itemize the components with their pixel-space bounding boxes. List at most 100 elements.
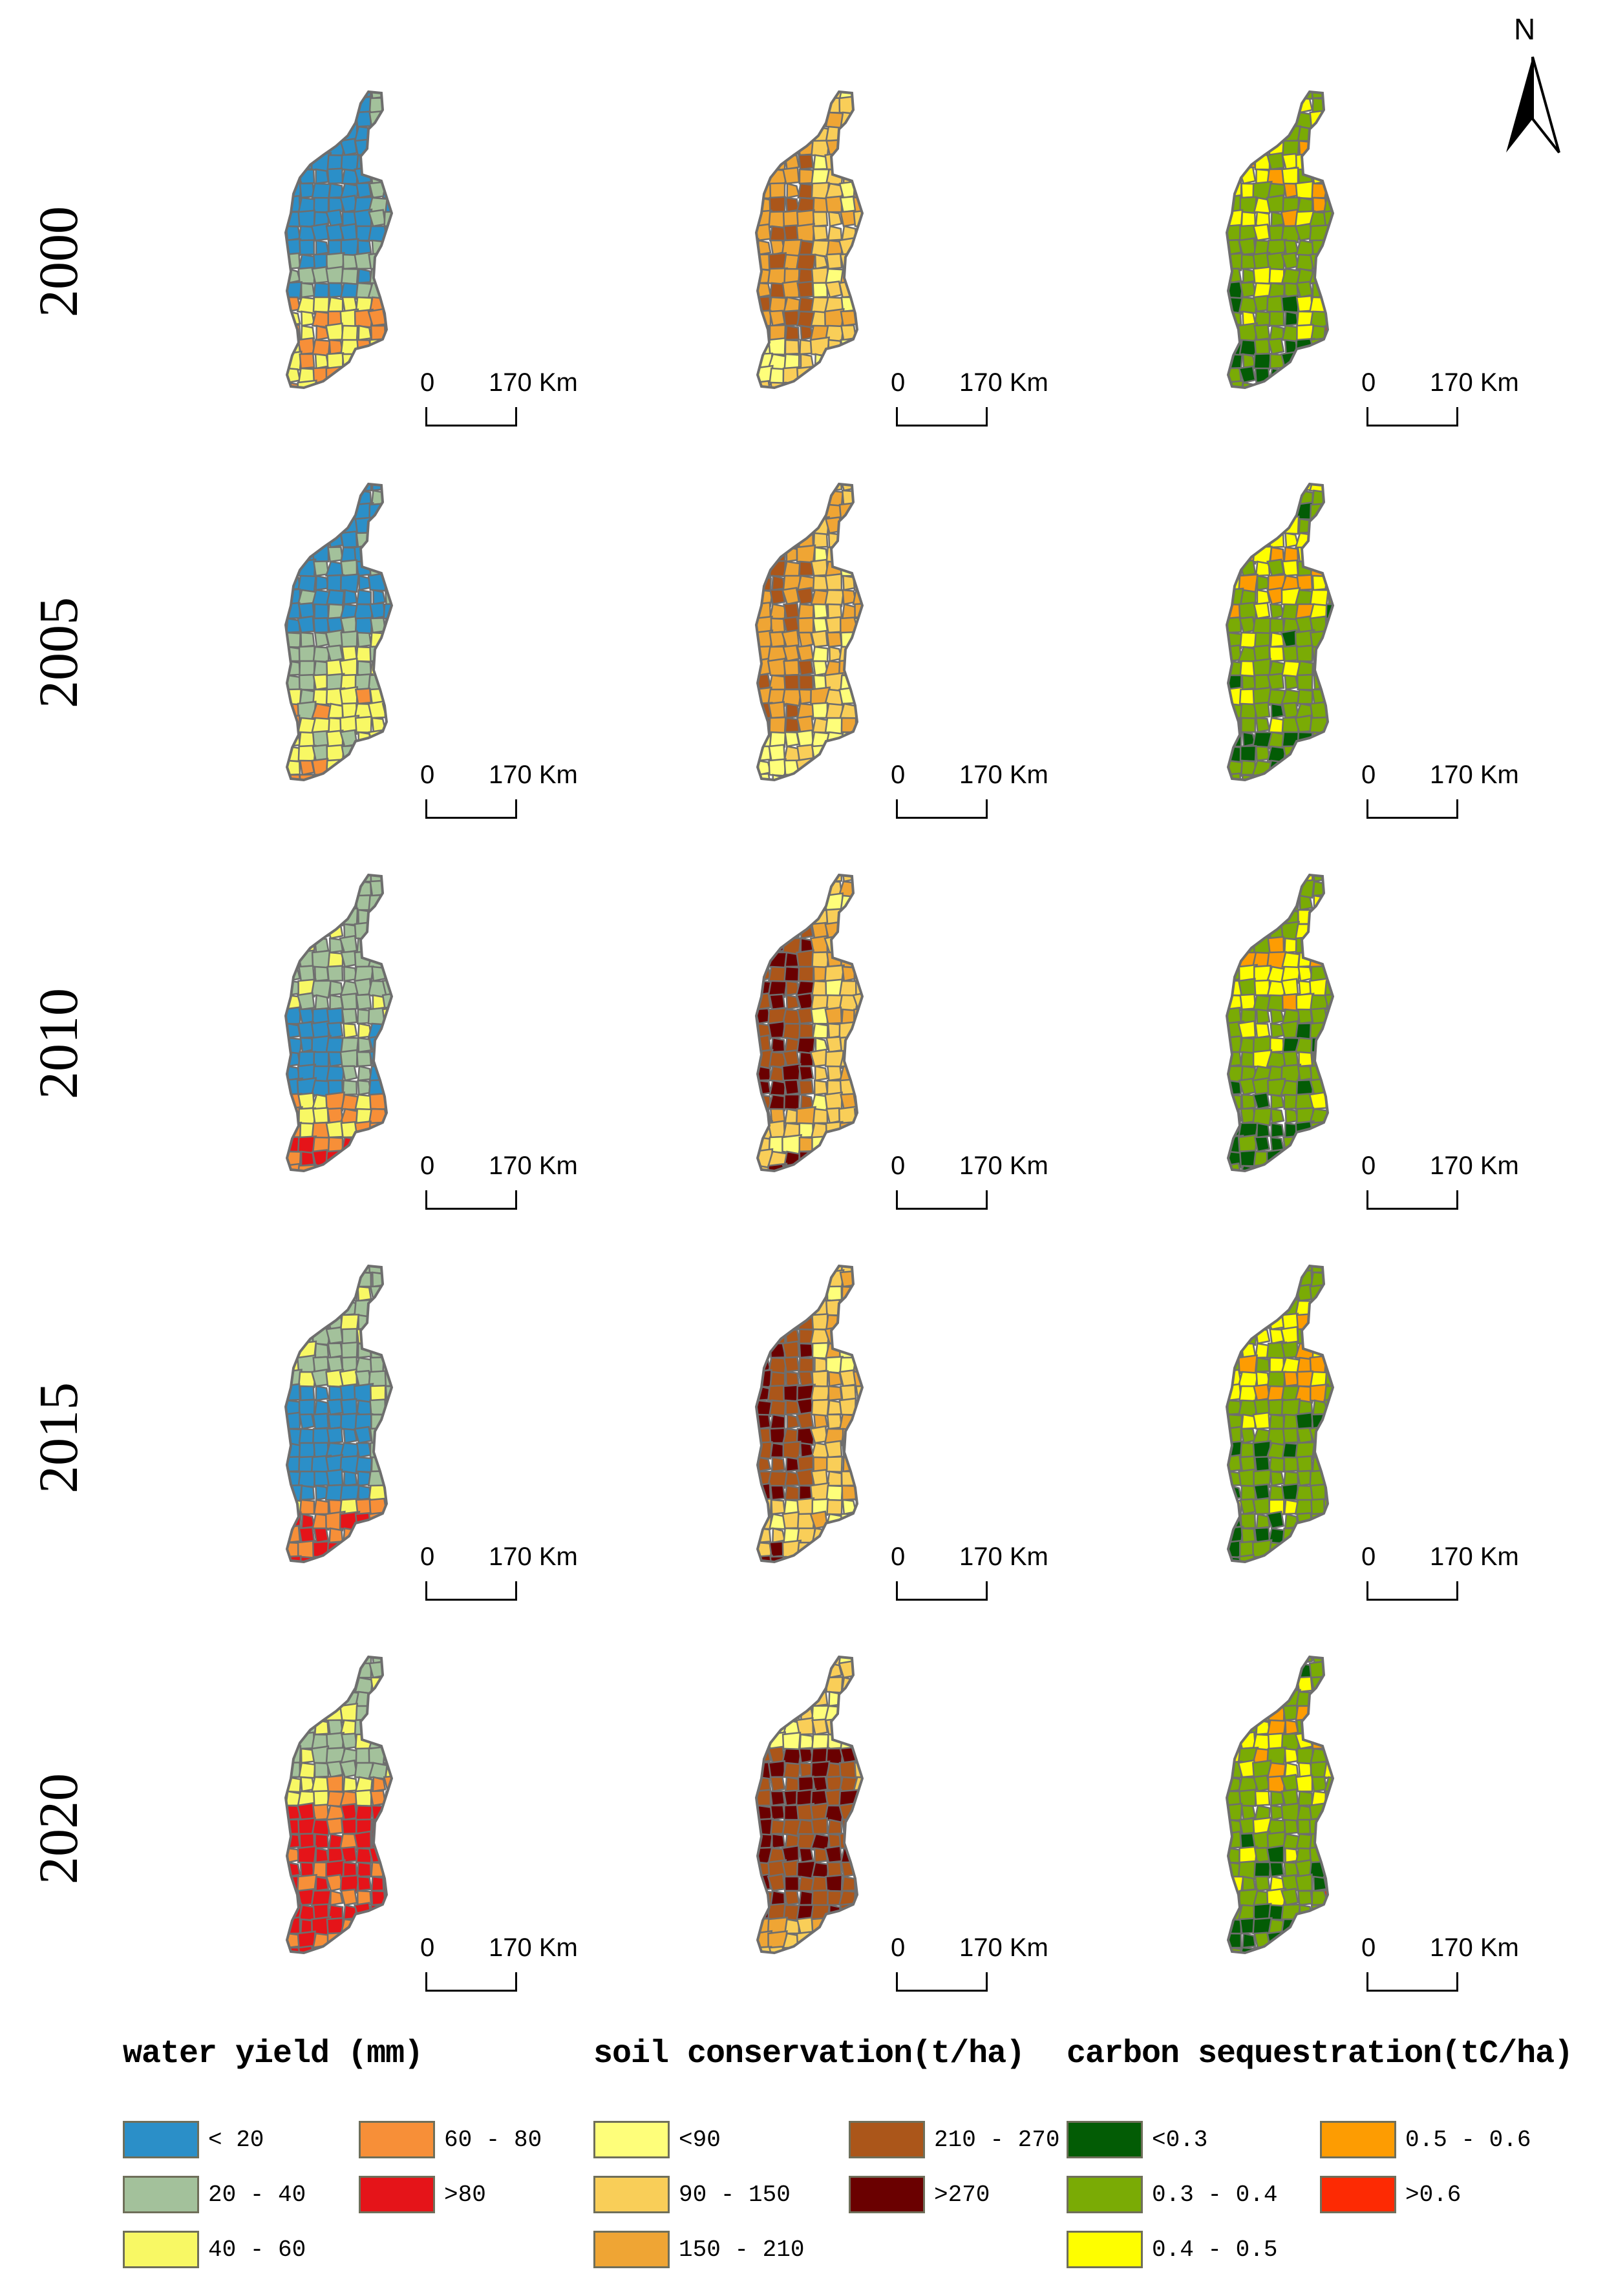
scale-bar-line	[896, 407, 988, 427]
scale-bar-line	[425, 799, 517, 819]
legend-swatch	[1320, 2176, 1396, 2213]
scale-bar-line	[1366, 1972, 1458, 1992]
scale-bar: 0 170 Km	[1361, 761, 1555, 832]
scale-end-label: 170 Km	[489, 1152, 578, 1180]
scale-end-label: 170 Km	[959, 1543, 1048, 1571]
legend-item: <0.3	[1067, 2121, 1207, 2158]
legend-swatch	[359, 2121, 435, 2158]
scale-start-label: 0	[420, 368, 435, 397]
map-carbon-sequestration-2015	[1213, 1258, 1407, 1568]
choropleth-map	[754, 90, 864, 390]
legend-carbon-sequestration: carbon sequestration(tC/ha) <0.3 0.3 - 0…	[1067, 2036, 1603, 2268]
map-carbon-sequestration-2010	[1213, 867, 1407, 1177]
scale-bar: 0 170 Km	[891, 1152, 1085, 1223]
map-water-yield-2000	[271, 84, 465, 394]
year-label-2005: 2005	[27, 597, 89, 708]
scale-start-label: 0	[420, 761, 435, 789]
scale-bar: 0 170 Km	[891, 368, 1085, 439]
scale-end-label: 170 Km	[489, 1933, 578, 1962]
scale-start-label: 0	[420, 1152, 435, 1180]
scale-bar: 0 170 Km	[420, 1933, 614, 2005]
scale-start-label: 0	[891, 1543, 906, 1571]
legend-item: 150 - 210	[593, 2231, 804, 2268]
scale-bar-line	[896, 1581, 988, 1601]
scale-bar-line	[425, 1972, 517, 1992]
scale-start-label: 0	[1361, 1543, 1376, 1571]
map-water-yield-2005	[271, 476, 465, 786]
scale-start-label: 0	[420, 1933, 435, 1962]
map-water-yield-2010	[271, 867, 465, 1177]
map-water-yield-2020	[271, 1649, 465, 1959]
choropleth-map	[754, 1655, 864, 1955]
scale-bar-line	[896, 799, 988, 819]
legend-swatch	[1320, 2121, 1396, 2158]
legend-swatch	[359, 2176, 435, 2213]
scale-bar: 0 170 Km	[891, 1543, 1085, 1614]
map-carbon-sequestration-2020	[1213, 1649, 1407, 1959]
scale-bar: 0 170 Km	[420, 761, 614, 832]
map-soil-conservation-2015	[742, 1258, 936, 1568]
north-label: N	[1514, 12, 1536, 46]
scale-start-label: 0	[891, 1152, 906, 1180]
scale-start-label: 0	[891, 761, 906, 789]
legend-swatch	[1067, 2231, 1143, 2268]
scale-bar-line	[1366, 407, 1458, 427]
map-carbon-sequestration-2000	[1213, 84, 1407, 394]
scale-end-label: 170 Km	[1430, 368, 1519, 397]
legend-swatch	[593, 2121, 670, 2158]
legend-title: water yield (mm)	[123, 2036, 423, 2072]
legend-item: 60 - 80	[359, 2121, 542, 2158]
choropleth-map	[1225, 1655, 1335, 1955]
scale-bar-line	[896, 1972, 988, 1992]
scale-end-label: 170 Km	[1430, 1152, 1519, 1180]
map-soil-conservation-2020	[742, 1649, 936, 1959]
scale-start-label: 0	[1361, 761, 1376, 789]
map-soil-conservation-2000	[742, 84, 936, 394]
choropleth-map	[284, 1264, 394, 1564]
scale-bar: 0 170 Km	[420, 1543, 614, 1614]
scale-bar: 0 170 Km	[1361, 1543, 1555, 1614]
legend-swatch	[123, 2176, 199, 2213]
legend-water-yield: water yield (mm) < 20 20 - 40 40 - 60 60…	[123, 2036, 575, 2268]
scale-bar-line	[425, 407, 517, 427]
choropleth-map	[284, 90, 394, 390]
legend-swatch	[593, 2231, 670, 2268]
year-label-2015: 2015	[27, 1382, 89, 1493]
scale-end-label: 170 Km	[1430, 761, 1519, 789]
choropleth-map	[1225, 873, 1335, 1173]
scale-end-label: 170 Km	[1430, 1933, 1519, 1962]
scale-bar-line	[1366, 1190, 1458, 1210]
scale-bar: 0 170 Km	[1361, 368, 1555, 439]
legend-item: >0.6	[1320, 2176, 1461, 2213]
choropleth-map	[754, 482, 864, 782]
legend-swatch	[123, 2121, 199, 2158]
scale-end-label: 170 Km	[959, 761, 1048, 789]
scale-bar: 0 170 Km	[420, 368, 614, 439]
choropleth-map	[754, 873, 864, 1173]
legend-swatch	[1067, 2176, 1143, 2213]
legend-item: 20 - 40	[123, 2176, 306, 2213]
scale-start-label: 0	[891, 1933, 906, 1962]
scale-start-label: 0	[420, 1543, 435, 1571]
legend-soil-conservation: soil conservation(t/ha) <90 90 - 150 150…	[593, 2036, 1059, 2268]
scale-end-label: 170 Km	[489, 1543, 578, 1571]
scale-end-label: 170 Km	[959, 1152, 1048, 1180]
legend-title: carbon sequestration(tC/ha)	[1067, 2036, 1573, 2072]
legend-title: soil conservation(t/ha)	[593, 2036, 1025, 2072]
legend-swatch	[123, 2231, 199, 2268]
scale-bar: 0 170 Km	[891, 761, 1085, 832]
scale-end-label: 170 Km	[959, 368, 1048, 397]
legend-swatch	[849, 2121, 925, 2158]
year-label-2010: 2010	[27, 988, 89, 1099]
map-carbon-sequestration-2005	[1213, 476, 1407, 786]
scale-end-label: 170 Km	[489, 761, 578, 789]
scale-bar-line	[1366, 799, 1458, 819]
north-arrow: N	[1500, 12, 1564, 154]
scale-end-label: 170 Km	[489, 368, 578, 397]
scale-bar-line	[425, 1581, 517, 1601]
scale-start-label: 0	[1361, 1152, 1376, 1180]
scale-bar: 0 170 Km	[420, 1152, 614, 1223]
year-label-2020: 2020	[27, 1773, 89, 1884]
scale-bar-line	[1366, 1581, 1458, 1601]
choropleth-map	[754, 1264, 864, 1564]
